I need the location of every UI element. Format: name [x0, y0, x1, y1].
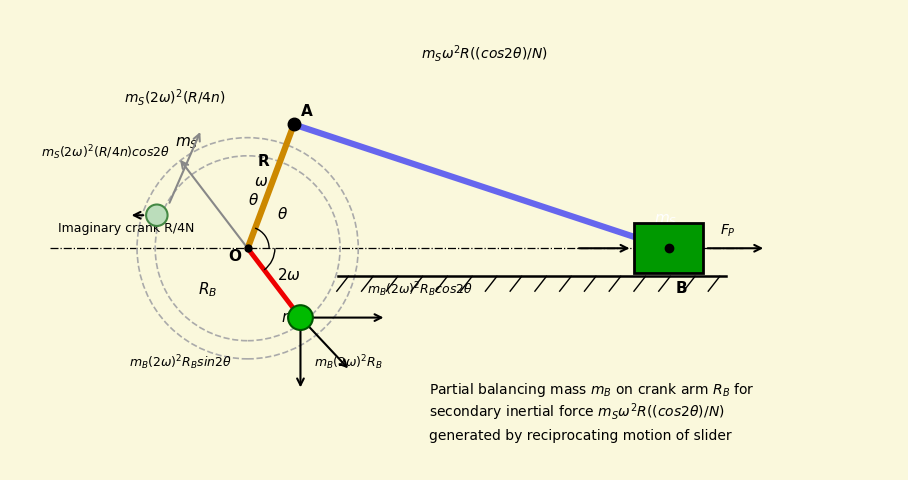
Text: $m_S(2\omega)^2(R/4n)cos2\theta$: $m_S(2\omega)^2(R/4n)cos2\theta$ — [41, 144, 171, 162]
Text: $R_B$: $R_B$ — [198, 280, 217, 299]
Text: A: A — [301, 104, 312, 119]
Text: B: B — [676, 281, 686, 296]
Text: R: R — [258, 154, 270, 168]
Text: O: O — [228, 250, 241, 264]
Text: $F_P$: $F_P$ — [720, 223, 735, 240]
Text: Partial balancing mass $m_B$ on crank arm $R_B$ for: Partial balancing mass $m_B$ on crank ar… — [429, 381, 755, 398]
Text: $\theta$: $\theta$ — [277, 205, 289, 222]
Text: $m_B$: $m_B$ — [281, 312, 304, 327]
Text: $\omega$: $\omega$ — [254, 174, 269, 189]
Circle shape — [288, 305, 313, 330]
Text: $m_S(2\omega)^2(R/4n)$: $m_S(2\omega)^2(R/4n)$ — [123, 87, 225, 108]
Text: generated by reciprocating motion of slider: generated by reciprocating motion of sli… — [429, 429, 732, 443]
Text: $m_B(2\omega)^2R_Bsin2\theta$: $m_B(2\omega)^2R_Bsin2\theta$ — [129, 353, 232, 372]
Text: $m_B(2\omega)^2R_Bcos2\theta$: $m_B(2\omega)^2R_Bcos2\theta$ — [367, 281, 473, 300]
Text: Imaginary crank R/4N: Imaginary crank R/4N — [58, 222, 194, 235]
Text: $m_S$: $m_S$ — [654, 213, 677, 228]
Text: secondary inertial force $m_S\omega^2R((cos2\theta)/N)$: secondary inertial force $m_S\omega^2R((… — [429, 401, 725, 423]
Text: $m_S$: $m_S$ — [175, 135, 198, 151]
Text: $\theta$: $\theta$ — [248, 192, 259, 208]
Text: 2$\omega$: 2$\omega$ — [277, 266, 301, 283]
Text: $m_B(2\omega)^2R_B$: $m_B(2\omega)^2R_B$ — [313, 353, 382, 372]
Bar — [634, 224, 704, 273]
Text: $m_S\omega^2R((cos2\theta)/N)$: $m_S\omega^2R((cos2\theta)/N)$ — [421, 43, 548, 64]
Circle shape — [146, 204, 168, 226]
